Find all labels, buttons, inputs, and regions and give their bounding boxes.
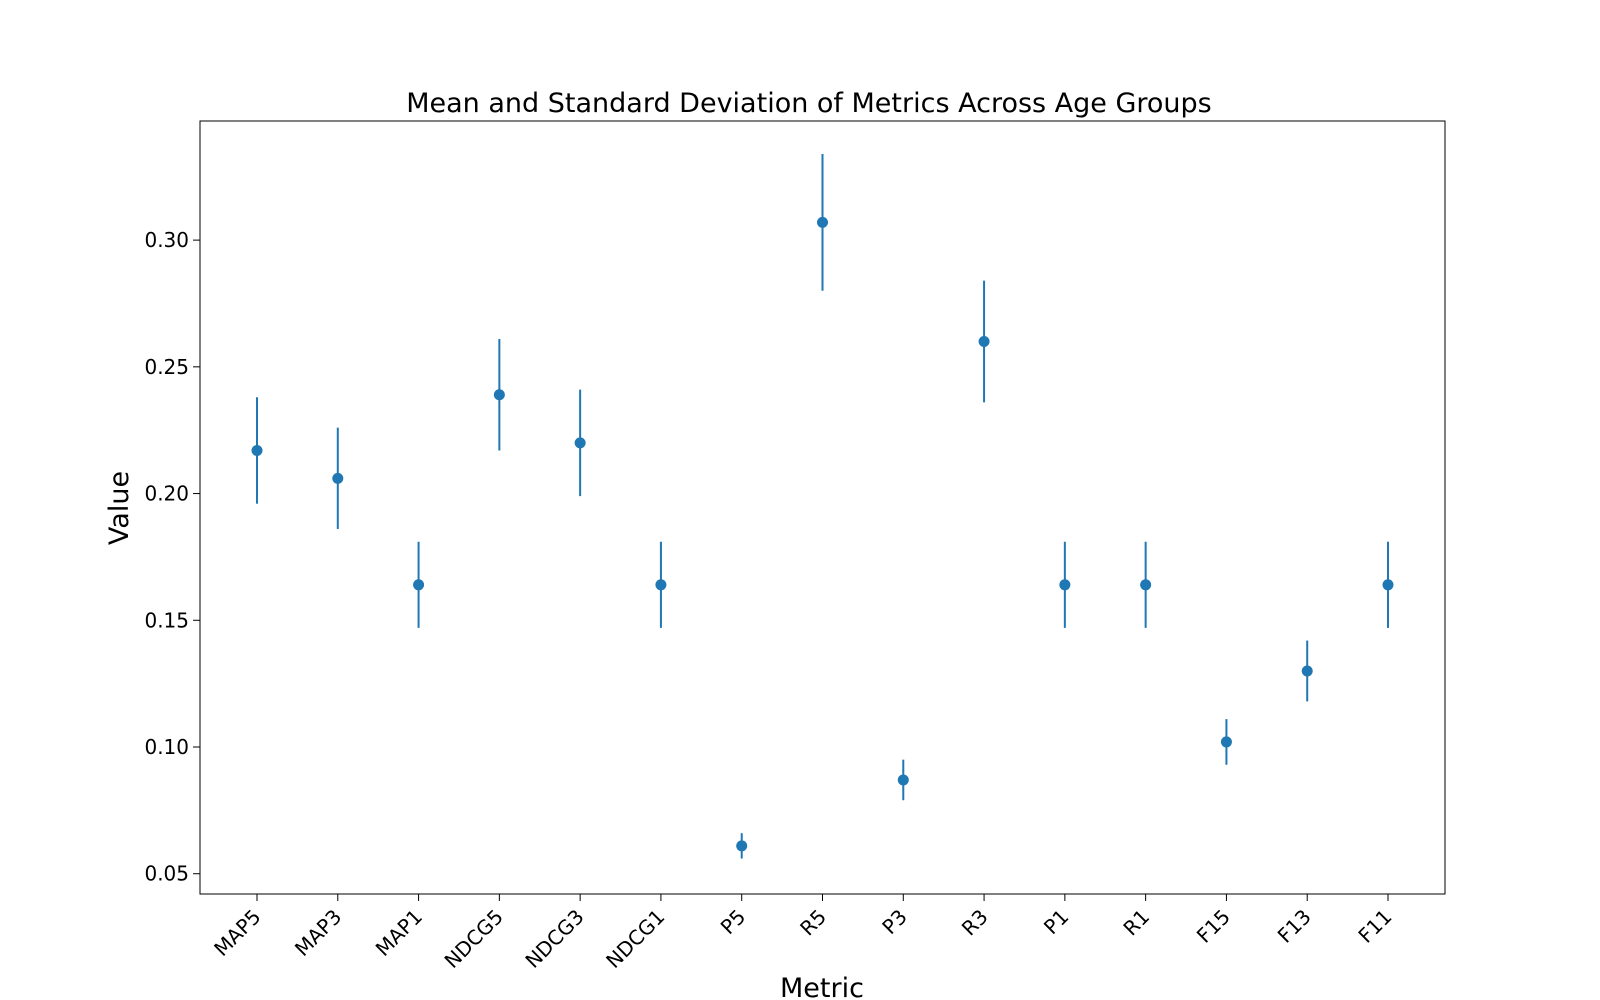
x-tick-label: NDCG5 [440,905,508,973]
data-point [978,335,990,347]
x-tick-label: P3 [877,905,912,940]
x-tick-label: R1 [1118,905,1154,941]
x-tick-label: F11 [1353,905,1396,948]
y-tick-label: 0.15 [144,608,189,632]
x-tick-label: NDCG3 [520,905,588,973]
y-tick-label: 0.30 [144,228,189,252]
data-point [251,444,263,456]
data-point [1382,579,1394,591]
data-point [897,774,909,786]
data-point [655,579,667,591]
x-tick-label: R3 [957,905,993,941]
data-series [251,153,1394,859]
x-tick-label: MAP5 [209,905,265,961]
x-axis: MAP5 MAP3 MAP1 NDCG5 NDCG3 NDCG1 P5 R5 P3 R3 P1 R1 F… [209,894,1397,973]
x-tick-label: MAP1 [371,905,427,961]
x-tick-label: F15 [1192,905,1235,948]
data-point [1140,579,1152,591]
data-point [332,472,344,484]
data-point [817,216,828,228]
data-point [413,579,425,591]
data-point [1059,579,1071,591]
data-point [1301,665,1313,677]
data-point [493,389,505,401]
x-tick-label: P1 [1039,905,1074,940]
x-tick-label: MAP3 [290,905,346,961]
x-tick-label: R5 [795,905,831,941]
chart-title: Mean and Standard Deviation of Metrics A… [406,88,1212,119]
data-point [1220,736,1232,748]
y-tick-label: 0.25 [144,355,189,379]
x-axis-label: Metric [780,973,864,1000]
x-tick-label: F13 [1273,905,1316,948]
data-point [574,437,586,449]
y-axis-label: Value [104,471,135,545]
y-tick-label: 0.05 [144,862,189,886]
data-point [736,840,748,852]
x-tick-label: P5 [716,905,751,940]
x-tick-label: NDCG1 [601,905,669,973]
y-axis: 0.05 0.10 0.15 0.20 0.25 0.30 [144,228,200,886]
y-tick-label: 0.20 [144,482,189,506]
y-tick-label: 0.10 [144,735,189,759]
